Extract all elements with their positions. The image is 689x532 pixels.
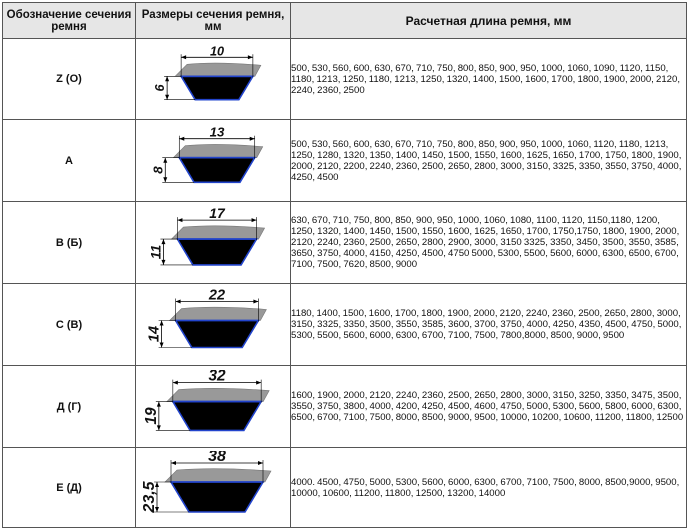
section-width-label: 13	[210, 124, 225, 139]
section-designation: Z (O)	[2, 38, 136, 120]
section-height-label: 19	[143, 407, 160, 425]
header-length: Расчетная длина ремня, мм	[290, 2, 687, 39]
section-width-label: 17	[209, 206, 226, 221]
section-designation: E (Д)	[2, 447, 136, 528]
section-designation: Д (Г)	[2, 365, 136, 448]
belt-lengths: 630, 670, 710, 750, 800, 850, 900, 950, …	[290, 201, 687, 284]
section-width-label: 10	[210, 44, 224, 58]
table-row: C (B) 22 14 1180, 1400, 1500, 1600, 1700, 1…	[2, 283, 687, 366]
section-height-label: 8	[150, 165, 165, 173]
table-row: A 13 8 500, 530, 560, 600, 630, 670, 710, 7…	[2, 119, 687, 202]
table-row: B (Б) 17 11 630, 670, 710, 750, 800, 850, 9…	[2, 201, 687, 284]
section-height-label: 11	[147, 244, 163, 258]
header-section: Обозначение сечения ремня	[2, 2, 136, 39]
section-designation: C (B)	[2, 283, 136, 366]
header-row: Обозначение сечения ремня Размеры сечени…	[2, 2, 687, 39]
belt-lengths: 1180, 1400, 1500, 1600, 1700, 1800, 1900…	[290, 283, 687, 366]
section-dimensions-drawing: 13 8	[135, 119, 291, 202]
section-height-label: 23,5	[141, 480, 158, 513]
table-row: Z (O) 10 6 500, 530, 560, 600, 630, 670, 71…	[2, 38, 687, 120]
belt-lengths: 1600, 1900, 2000, 2120, 2240, 2360, 2500…	[290, 365, 687, 448]
section-dimensions-drawing: 22 14	[135, 283, 291, 366]
table-row: E (Д) 38 23,5 4000. 4500, 4750, 5000, 5300,…	[2, 447, 687, 528]
header-dimensions: Размеры сечения ремня, мм	[135, 2, 291, 39]
belt-lengths: 500, 530, 560, 600, 630, 670, 710, 750, …	[290, 38, 687, 120]
section-dimensions-drawing: 32 19	[135, 365, 291, 448]
section-height-label: 6	[153, 84, 167, 92]
section-height-label: 14	[147, 325, 163, 341]
section-dimensions-drawing: 17 11	[135, 201, 291, 284]
section-width-label: 32	[208, 370, 226, 385]
table-row: Д (Г) 32 19 1600, 1900, 2000, 2120, 2240, 2…	[2, 365, 687, 448]
belt-lengths: 4000. 4500, 4750, 5000, 5300, 5600, 6000…	[290, 447, 687, 528]
section-designation: B (Б)	[2, 201, 136, 284]
section-width-label: 38	[208, 451, 226, 465]
section-designation: A	[2, 119, 136, 202]
section-width-label: 22	[208, 288, 225, 304]
section-dimensions-drawing: 10 6	[135, 38, 291, 120]
section-dimensions-drawing: 38 23,5	[135, 447, 291, 528]
belt-lengths: 500, 530, 560, 600, 630, 670, 710, 750, …	[290, 119, 687, 202]
